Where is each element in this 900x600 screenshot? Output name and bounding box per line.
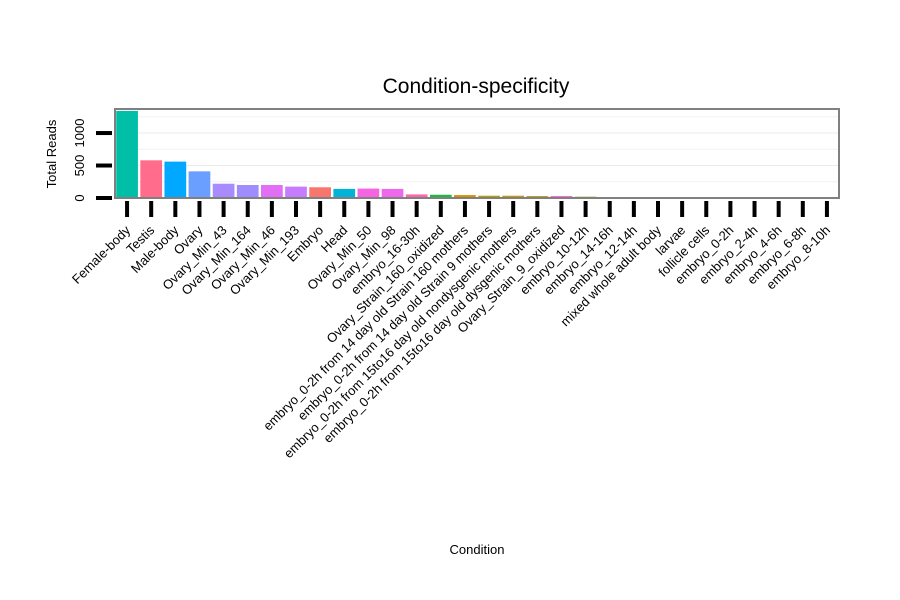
bar-embryo-0-2h-from-14-day-old-strain-160-mothers [454,195,476,198]
bar-ovary [188,171,211,198]
y-tick-label: 1000 [72,119,87,148]
bar-embryo-0-2h-from-14-day-old-strain-9-mothers [478,195,500,198]
y-axis-title: Total Reads [44,119,59,188]
bar-ovary-min-50 [357,188,380,198]
bar-embryo-16-30h [405,194,428,198]
x-axis-title: Condition [450,542,505,557]
plot-frame [114,108,840,199]
bar-ovary-min-98 [381,188,404,198]
bar-embryo [309,187,331,198]
bar-ovary-min-193 [285,186,307,198]
bar-ovary-min-164 [236,185,259,198]
bar-male-body [164,161,187,198]
chart-title: Condition-specificity [383,75,570,98]
bar-testis [140,160,163,198]
bar-ovary-strain-160-oxidized [429,194,452,198]
bar-ovary-min-46 [261,185,283,198]
bar-head [333,188,356,198]
y-tick-label: 500 [72,155,87,177]
y-axis: 0 500 1000 [72,119,112,202]
bar-ovary-min-43 [212,183,235,198]
y-tick-label: 0 [72,194,87,201]
bar-embryo-0-2h-from-15to16-day-old-nondysgenic-mothers [502,195,525,198]
bar-female-body [116,110,138,198]
